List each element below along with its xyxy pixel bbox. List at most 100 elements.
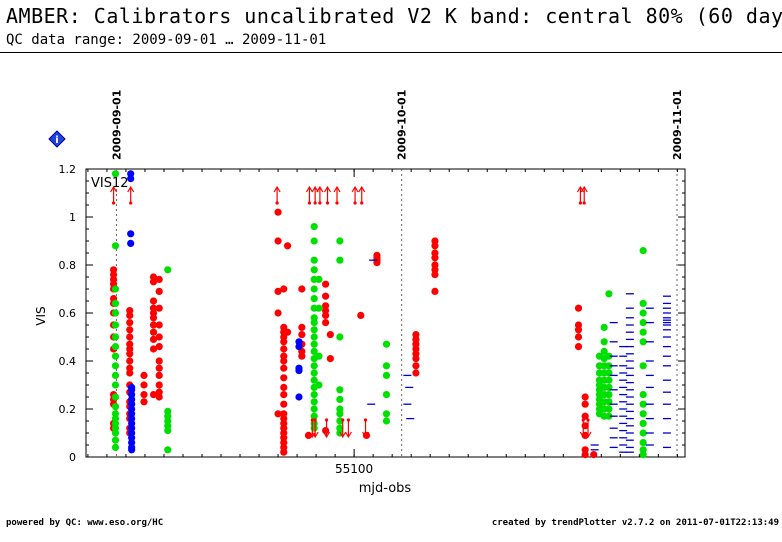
data-point <box>310 326 318 334</box>
data-point <box>295 343 303 351</box>
data-point <box>639 429 647 437</box>
data-point <box>605 391 613 399</box>
date-gridlines <box>115 169 678 457</box>
data-point <box>574 343 583 351</box>
data-point <box>111 309 120 317</box>
data-point <box>310 295 318 303</box>
upper-limit-dot <box>353 201 357 205</box>
data-point <box>111 352 120 360</box>
data-point <box>298 352 306 360</box>
lower-limit-dot <box>363 418 368 422</box>
data-point <box>280 374 288 382</box>
lower-limit-arrowhead <box>362 431 370 439</box>
upper-limit-arrowhead <box>311 185 319 193</box>
data-point <box>155 371 163 379</box>
data-point <box>605 290 613 298</box>
data-point <box>295 393 303 401</box>
data-point <box>382 410 391 418</box>
data-point <box>126 369 134 377</box>
data-point <box>155 381 163 389</box>
data-point <box>639 362 647 370</box>
data-point <box>155 275 163 283</box>
data-point <box>310 340 318 348</box>
data-point <box>127 175 135 183</box>
upper-limit-dot <box>129 201 133 205</box>
data-point <box>280 364 288 372</box>
data-point <box>322 427 330 435</box>
data-point <box>639 410 647 418</box>
data-point <box>431 242 439 250</box>
upper-limit-dot <box>582 201 586 205</box>
data-point <box>315 352 323 360</box>
info-icon[interactable]: i <box>48 130 66 148</box>
data-point <box>574 304 583 312</box>
data-point <box>111 299 120 307</box>
data-point <box>581 400 589 408</box>
data-point <box>336 333 344 341</box>
data-point <box>605 352 613 360</box>
upper-limit-arrowhead <box>333 185 341 193</box>
data-point <box>155 364 163 372</box>
data-point <box>382 391 391 399</box>
upper-limit-arrowhead <box>316 185 324 193</box>
trend-chart: 2009-09-01 2009-10-01 2009-11-01 i 0 0.2 0.4… <box>34 90 686 496</box>
upper-limit-dot <box>335 201 339 205</box>
data-point <box>310 398 318 406</box>
upper-limit-dot <box>318 201 322 205</box>
data-point <box>111 381 120 389</box>
data-point <box>155 287 163 295</box>
data-point <box>155 321 163 329</box>
lower-limit-arrowhead <box>311 431 319 439</box>
data-point <box>280 448 288 456</box>
data-point <box>155 357 163 365</box>
upper-limit-dot <box>111 201 116 205</box>
upper-limit-arrowhead <box>358 185 366 193</box>
lower-limit-arrowhead <box>323 431 331 439</box>
data-point <box>155 343 163 351</box>
data-point <box>412 355 420 363</box>
data-point <box>155 304 163 312</box>
data-point <box>127 230 135 238</box>
data-point <box>310 256 318 264</box>
data-point <box>111 343 120 351</box>
data-point <box>581 412 589 420</box>
upper-limit-arrowhead <box>127 185 135 193</box>
data-point <box>357 311 365 319</box>
upper-limit-dot <box>360 201 364 205</box>
data-point <box>581 451 589 459</box>
data-point <box>111 321 120 329</box>
data-point <box>326 355 334 363</box>
upper-limit-dot <box>325 201 330 205</box>
data-point <box>639 400 647 408</box>
data-point <box>283 242 292 250</box>
data-point <box>140 391 148 399</box>
data-point <box>382 417 391 425</box>
data-point <box>310 391 318 399</box>
data-point <box>574 333 583 341</box>
info-badge-glyph: i <box>55 135 58 146</box>
y-tick-label: 0.6 <box>59 307 77 320</box>
data-point <box>310 266 318 274</box>
data-point <box>140 398 148 406</box>
data-marks <box>109 170 671 459</box>
footer-created-by: created by trendPlotter v2.7.2 on 2011-0… <box>491 518 779 528</box>
lower-limit-dot <box>346 418 351 422</box>
lower-limit-dot <box>586 418 590 422</box>
lower-limit-dot <box>310 418 314 422</box>
lower-limit-arrowhead <box>584 431 592 439</box>
date-label: 2009-11-01 <box>671 90 684 160</box>
data-point <box>310 223 318 231</box>
upper-limit-dot <box>275 201 279 205</box>
upper-limit-arrowhead <box>323 185 332 193</box>
data-point <box>126 357 134 365</box>
data-point <box>315 304 323 312</box>
footer-powered-by: powered by QC: www.eso.org/HC <box>6 518 164 528</box>
y-tick-label: 0.8 <box>59 259 77 272</box>
data-point <box>149 335 158 343</box>
data-point <box>581 393 589 401</box>
data-point <box>639 309 647 317</box>
data-point <box>605 412 613 420</box>
lower-limit-arrowhead <box>344 431 352 439</box>
data-point <box>274 309 282 317</box>
upper-limit-dot <box>578 201 583 205</box>
